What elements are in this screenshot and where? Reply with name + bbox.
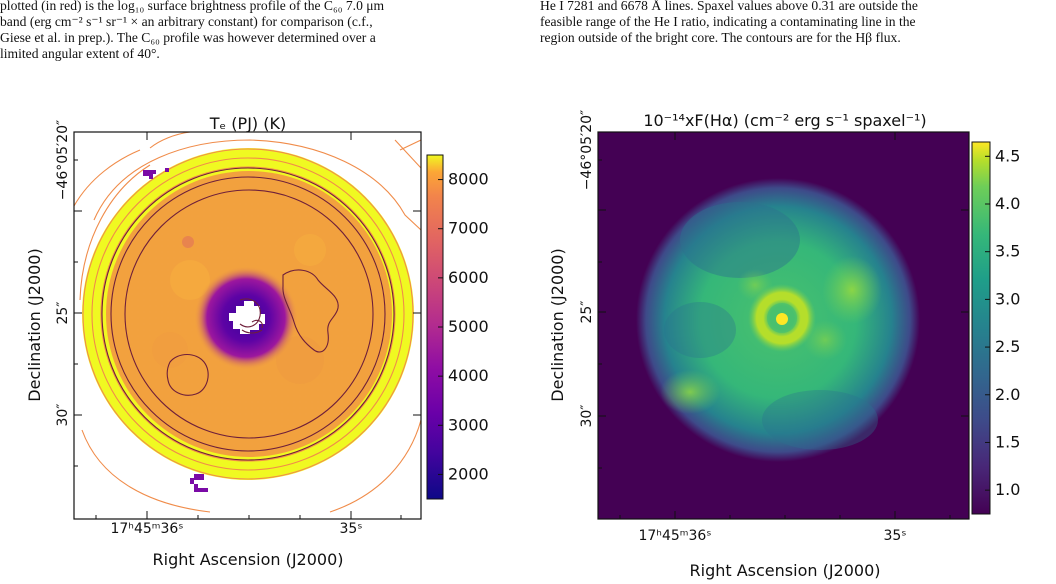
halpha-ytick-label: −46°05′20″ <box>579 110 595 191</box>
halpha-ticks <box>598 132 969 519</box>
caption-left-line: plotted (in red) is the log₁₀ surface br… <box>0 0 385 13</box>
halpha-map-panel: 10⁻¹⁴xF(Hα) (cm⁻² erg s⁻¹ spaxel⁻¹) <box>548 110 1020 580</box>
caption-right-line: region outside of the bright core. The c… <box>540 30 901 45</box>
te-colorbar-tick-label: 7000 <box>448 219 489 238</box>
halpha-colorbar-tick-label: 4.5 <box>995 146 1020 165</box>
hbeta-contours-inner <box>101 167 395 461</box>
halpha-xtick-label: 35ˢ <box>883 528 906 544</box>
halpha-colorbar-tick-label: 3.0 <box>995 289 1020 308</box>
te-outlier-top <box>143 170 156 179</box>
te-ticks <box>74 132 421 519</box>
te-xtick-label: 35ˢ <box>339 521 362 537</box>
te-map-panel: Tₑ (PJ) (K) <box>25 114 489 569</box>
halpha-colorbar-tick-label: 2.0 <box>995 385 1020 404</box>
halpha-ylabel: Declination (J2000) <box>548 248 567 401</box>
halpha-xtick-label: 17ʰ45ᵐ36ˢ <box>638 528 711 544</box>
halpha-ytick-label: 25″ <box>579 300 595 323</box>
halpha-xlabel: Right Ascension (J2000) <box>690 561 881 580</box>
te-xtick-label: 17ʰ45ᵐ36ˢ <box>110 521 183 537</box>
te-outlier-bottom <box>190 474 208 492</box>
caption-left-line: band (erg cm⁻² s⁻¹ sr⁻¹ × an arbitrary c… <box>0 14 373 29</box>
te-colorbar-tick-label: 8000 <box>448 170 489 189</box>
te-core-mask <box>229 301 265 334</box>
caption-right-line: feasible range of the He I ratio, indica… <box>540 14 916 29</box>
te-ytick-label: 30″ <box>55 403 71 426</box>
halpha-map-title: 10⁻¹⁴xF(Hα) (cm⁻² erg s⁻¹ spaxel⁻¹) <box>643 111 926 130</box>
te-axes-frame <box>73 131 422 520</box>
te-colorbar-tick-label: 4000 <box>448 366 489 385</box>
te-ylabel: Declination (J2000) <box>25 248 44 401</box>
hbeta-contours-outer <box>74 132 421 513</box>
halpha-map-image <box>598 132 969 519</box>
te-colorbar-tick-label: 6000 <box>448 268 489 287</box>
halpha-colorbar-tick-label: 2.5 <box>995 337 1020 356</box>
caption-left-line: limited angular extent of 40°. <box>0 46 160 61</box>
te-xlabel: Right Ascension (J2000) <box>153 550 344 569</box>
halpha-colorbar: 1.0 1.5 2.0 2.5 3.0 3.5 4.0 4.5 <box>971 141 1020 515</box>
te-map-image <box>74 132 421 519</box>
te-colorbar-tick-label: 3000 <box>448 415 489 434</box>
te-colorbar-tick-label: 2000 <box>448 464 489 483</box>
halpha-colorbar-tick-label: 1.0 <box>995 480 1020 499</box>
halpha-ytick-label: 30″ <box>579 404 595 427</box>
caption-right-line: He I 7281 and 6678 Å lines. Spaxel value… <box>540 0 918 13</box>
te-ytick-label: −46°05′20″ <box>55 120 71 201</box>
caption-right: He I 7281 and 6678 Å lines. Spaxel value… <box>540 0 1056 46</box>
halpha-axes-frame <box>597 131 970 520</box>
te-map-title: Tₑ (PJ) (K) <box>209 114 286 133</box>
halpha-colorbar-tick-label: 4.0 <box>995 194 1020 213</box>
caption-left-line: Giese et al. in prep.). The C₆₀ profile … <box>0 30 376 45</box>
caption-left: plotted (in red) is the log₁₀ surface br… <box>0 0 520 62</box>
te-ytick-label: 25″ <box>55 301 71 324</box>
te-colorbar: 2000 3000 4000 5000 6000 7000 8000 <box>426 154 489 500</box>
te-colorbar-tick-label: 5000 <box>448 317 489 336</box>
halpha-colorbar-tick-label: 1.5 <box>995 432 1020 451</box>
halpha-center <box>776 313 788 325</box>
halpha-colorbar-tick-label: 3.5 <box>995 242 1020 261</box>
